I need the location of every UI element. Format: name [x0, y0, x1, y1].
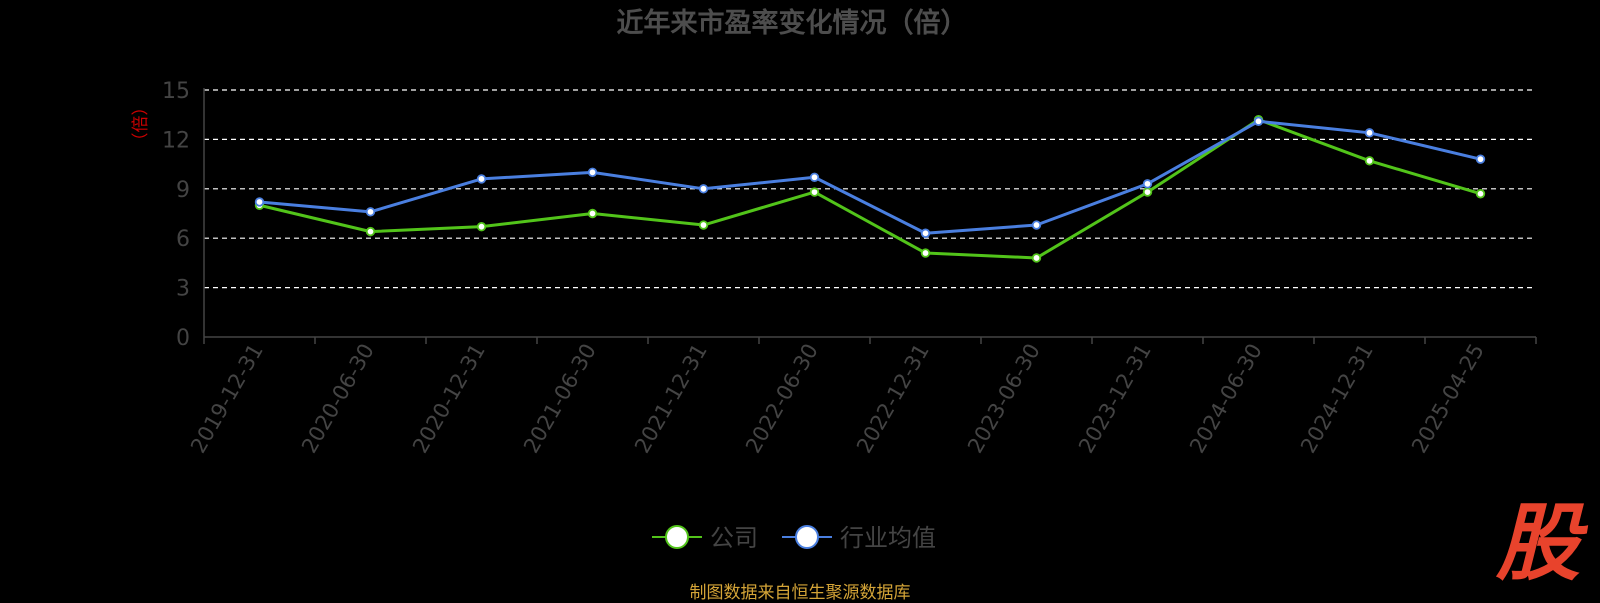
x-tick-label: 2021-06-30: [519, 340, 601, 458]
data-point: [1475, 154, 1486, 164]
legend-label-1: 行业均值: [840, 524, 936, 552]
data-point: [587, 208, 598, 219]
series-line-0: [259, 118, 1481, 260]
x-tick-label: 2023-06-30: [963, 340, 1045, 458]
legend-label-0: 公司: [710, 524, 758, 552]
chart-title: 近年来市盈率变化情况（倍）: [617, 7, 968, 39]
data-point: [1142, 179, 1153, 189]
data-point: [698, 184, 709, 194]
legend-marker-0: [665, 525, 689, 549]
x-tick-label: 2021-12-31: [630, 340, 712, 458]
data-point: [1364, 128, 1375, 138]
x-tick-label: 2024-12-31: [1296, 340, 1378, 458]
y-tick-label: 0: [176, 326, 190, 351]
data-point: [365, 226, 376, 237]
x-tick-label: 2020-06-30: [297, 340, 379, 458]
data-point: [1364, 156, 1375, 166]
x-tick-label: 2022-06-30: [741, 340, 823, 458]
data-point: [1031, 220, 1042, 230]
x-tick-label: 2025-04-25: [1407, 340, 1489, 458]
data-point: [365, 207, 376, 217]
x-tick-label: 2023-12-31: [1074, 340, 1156, 458]
data-point: [1031, 253, 1042, 263]
x-tick-label: 2019-12-31: [186, 340, 268, 458]
data-point: [1142, 187, 1153, 197]
y-tick-label: 3: [176, 277, 190, 302]
data-point: [1253, 116, 1264, 126]
data-source-note: 制图数据来自恒生聚源数据库: [689, 583, 911, 603]
y-tick-label: 6: [176, 227, 190, 252]
y-axis-label: （倍）: [131, 99, 151, 150]
data-point: [587, 167, 598, 178]
data-point: [476, 221, 487, 232]
data-point: [254, 197, 265, 207]
legend-marker-1: [795, 525, 819, 549]
data-point: [920, 228, 931, 238]
y-tick-label: 9: [176, 178, 190, 203]
data-point: [476, 174, 487, 184]
y-tick-label: 12: [162, 128, 190, 153]
data-point: [1475, 189, 1486, 199]
data-point: [809, 172, 820, 182]
data-point: [920, 248, 931, 258]
y-tick-label: 15: [162, 79, 190, 104]
x-tick-label: 2022-12-31: [852, 340, 934, 458]
data-point: [698, 220, 709, 230]
x-tick-label: 2020-12-31: [408, 340, 490, 458]
brand-logo: 股: [1495, 494, 1580, 592]
data-point: [809, 187, 820, 197]
x-tick-label: 2024-06-30: [1185, 340, 1267, 458]
series-line-1: [259, 119, 1481, 235]
